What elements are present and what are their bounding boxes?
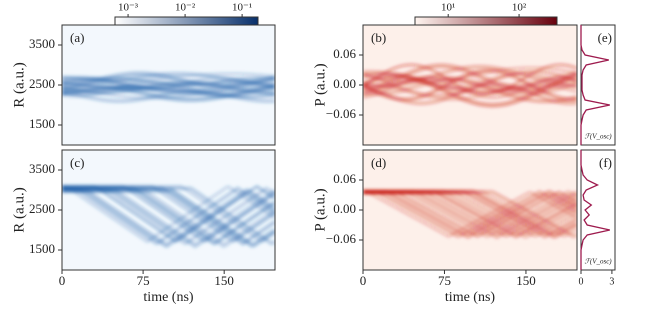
x-tick-label: 0 (579, 276, 584, 287)
legend-text: ℱ(V_osc) (584, 258, 612, 266)
y-tick-label: −0.06 (326, 106, 357, 121)
panel-label: (a) (70, 30, 84, 45)
y-tick-label: 0.00 (333, 201, 356, 216)
x-axis-label: time (ns) (143, 290, 193, 305)
heatmap-band (363, 83, 577, 101)
x-axis-label: time (ns) (445, 290, 495, 305)
panel-label: (e) (598, 30, 612, 45)
y-axis-label: P (a.u.) (312, 63, 328, 106)
heatmap-band (62, 188, 275, 248)
x-tick-label: 75 (137, 273, 150, 288)
heatmap-band (62, 188, 275, 248)
y-axis-label: R (a.u.) (11, 62, 27, 107)
y-tick-label: 2500 (29, 201, 55, 216)
y-tick-label: 0.06 (333, 46, 356, 61)
heatmap-band (363, 190, 577, 239)
heatmap-band (62, 89, 275, 100)
legend-text: ℱ(V_osc) (584, 133, 612, 141)
x-tick-label: 150 (214, 273, 234, 288)
panel-label: (d) (371, 155, 386, 170)
y-tick-label: 3500 (29, 161, 55, 176)
x-tick-label: 3 (609, 276, 614, 287)
x-tick-label: 75 (438, 273, 451, 288)
frame (580, 149, 616, 271)
y-tick-label: −0.06 (326, 231, 357, 246)
colorbar-tick-label: 10¹ (441, 2, 455, 14)
x-tick-label: 150 (516, 273, 536, 288)
panel-label: (c) (70, 155, 84, 170)
heatmap (62, 71, 275, 103)
profile-line (580, 25, 610, 145)
y-tick-label: 1500 (29, 116, 55, 131)
x-tick-label: 0 (360, 273, 367, 288)
y-axis-label: R (a.u.) (11, 187, 27, 232)
panel-label: (f) (599, 155, 612, 170)
x-tick-label: 0 (59, 273, 66, 288)
colorbar-tick-label: 10⁻¹ (232, 2, 252, 14)
colorbar-tick-label: 10² (512, 2, 527, 14)
y-tick-label: 3500 (29, 36, 55, 51)
heatmap-band (363, 75, 577, 104)
colorbar-tick-label: 10⁻² (175, 2, 196, 14)
heatmap-band (62, 89, 275, 103)
profile-line (580, 150, 610, 270)
heatmap-band (62, 186, 275, 246)
y-axis-label: P (a.u.) (312, 188, 328, 231)
heatmap (62, 185, 275, 249)
heatmap-band (62, 185, 275, 243)
colorbar-tick-label: 10⁻³ (118, 2, 139, 14)
heatmap-band (363, 82, 577, 105)
heatmap (363, 189, 577, 239)
frame (580, 24, 616, 146)
y-tick-label: 2500 (29, 76, 55, 91)
heatmap (363, 63, 577, 108)
y-tick-label: 1500 (29, 241, 55, 256)
heatmap-band (363, 77, 577, 99)
panel-label: (b) (371, 30, 386, 45)
heatmap-band (363, 189, 577, 238)
heatmap-band (363, 189, 577, 239)
y-tick-label: 0.00 (333, 76, 356, 91)
heatmap-band (363, 74, 577, 108)
y-tick-label: 0.06 (333, 171, 356, 186)
